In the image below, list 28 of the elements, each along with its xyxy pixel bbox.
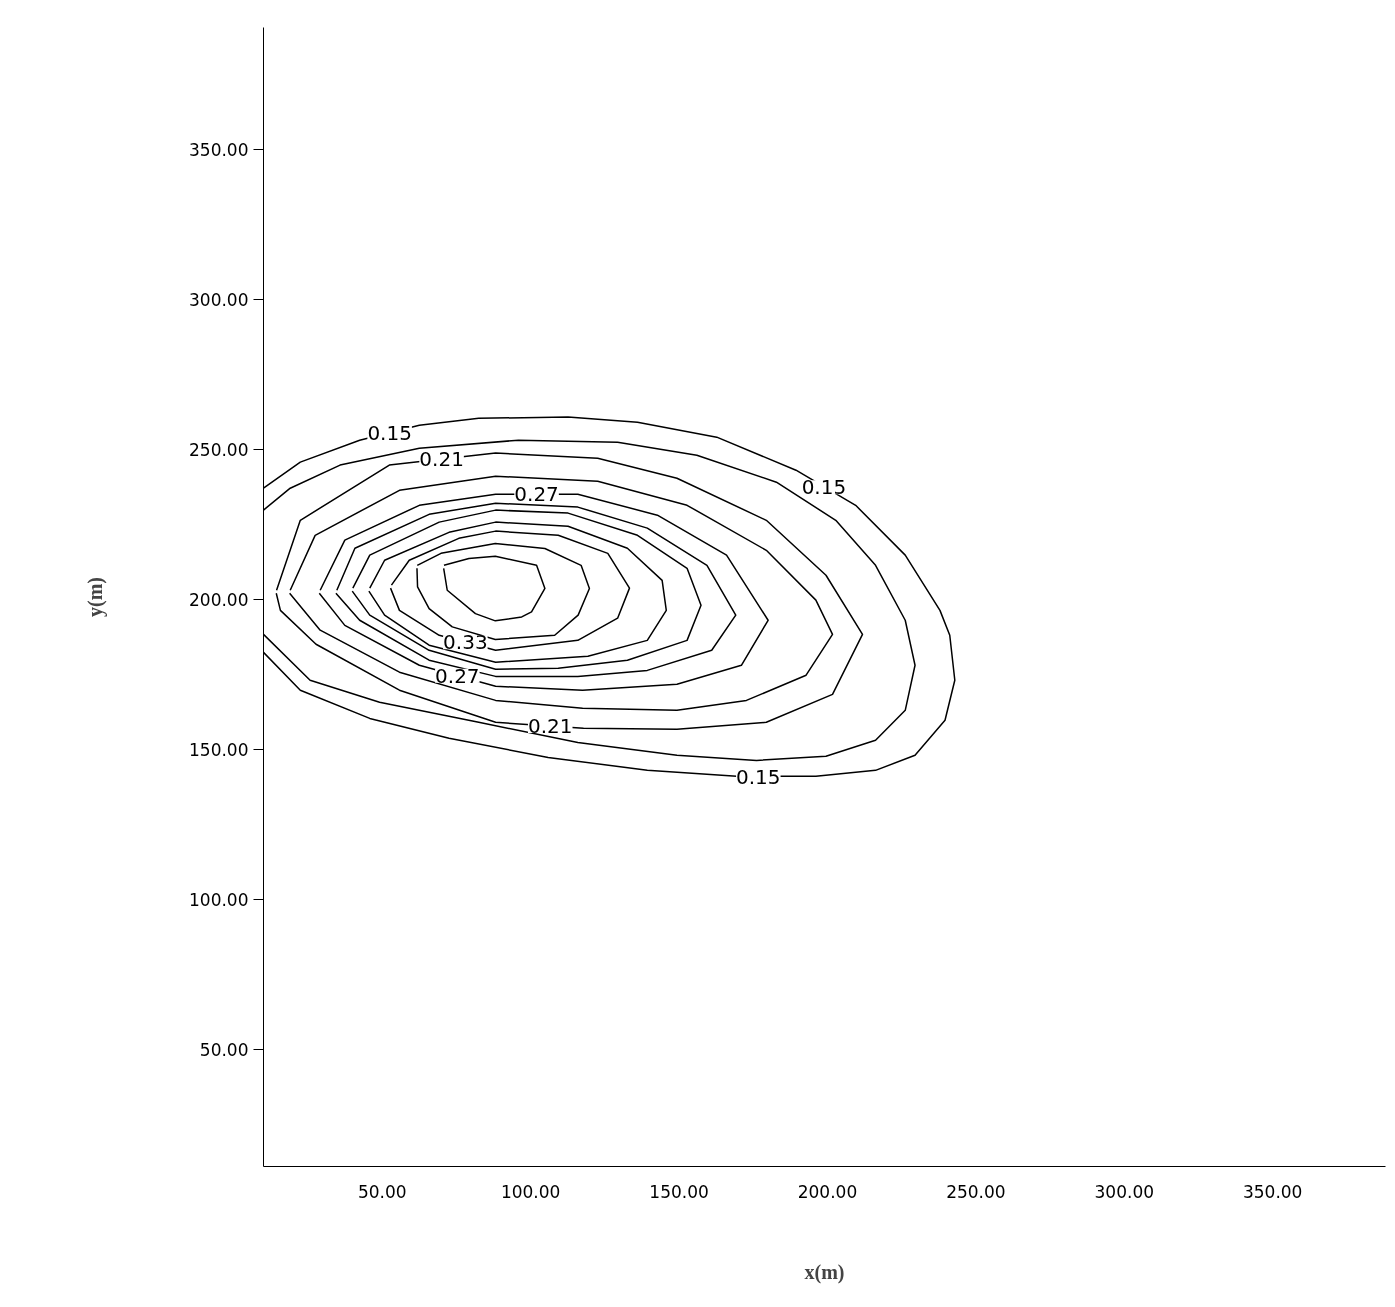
annotation: 0.15	[801, 475, 847, 500]
y-tick-label: 350.00	[189, 139, 249, 160]
y-tick-label: 50.00	[199, 1039, 249, 1060]
y-tick-label: 300.00	[189, 289, 249, 310]
x-tick-label: 150.00	[649, 1181, 709, 1202]
annotation: 0.33	[443, 630, 488, 655]
x-tick-label: 250.00	[946, 1181, 1006, 1202]
line-series	[351, 509, 702, 670]
y-tick-label: 250.00	[189, 439, 249, 460]
annotation: 0.27	[514, 482, 559, 507]
line-series	[389, 530, 631, 652]
x-tick-label: 50.00	[357, 1181, 407, 1202]
y-tick-label: 150.00	[189, 739, 249, 760]
annotation: 0.21	[419, 447, 464, 472]
x-tick-label: 200.00	[797, 1181, 858, 1202]
line-series	[442, 555, 546, 622]
y-axis-title: y(m)	[84, 577, 108, 617]
annotation: 0.21	[527, 713, 573, 738]
x-axis-title: x(m)	[804, 1260, 845, 1284]
annotation: 0.27	[435, 663, 480, 688]
x-tick-label: 350.00	[1242, 1181, 1303, 1202]
x-tick-label: 100.00	[500, 1181, 561, 1202]
line-series	[368, 521, 668, 664]
annotation: 0.15	[736, 765, 781, 790]
y-tick-label: 200.00	[189, 589, 249, 610]
x-tick-label: 300.00	[1094, 1181, 1155, 1202]
annotation: 0.15	[367, 420, 412, 445]
y-tick-label: 100.00	[189, 889, 249, 910]
